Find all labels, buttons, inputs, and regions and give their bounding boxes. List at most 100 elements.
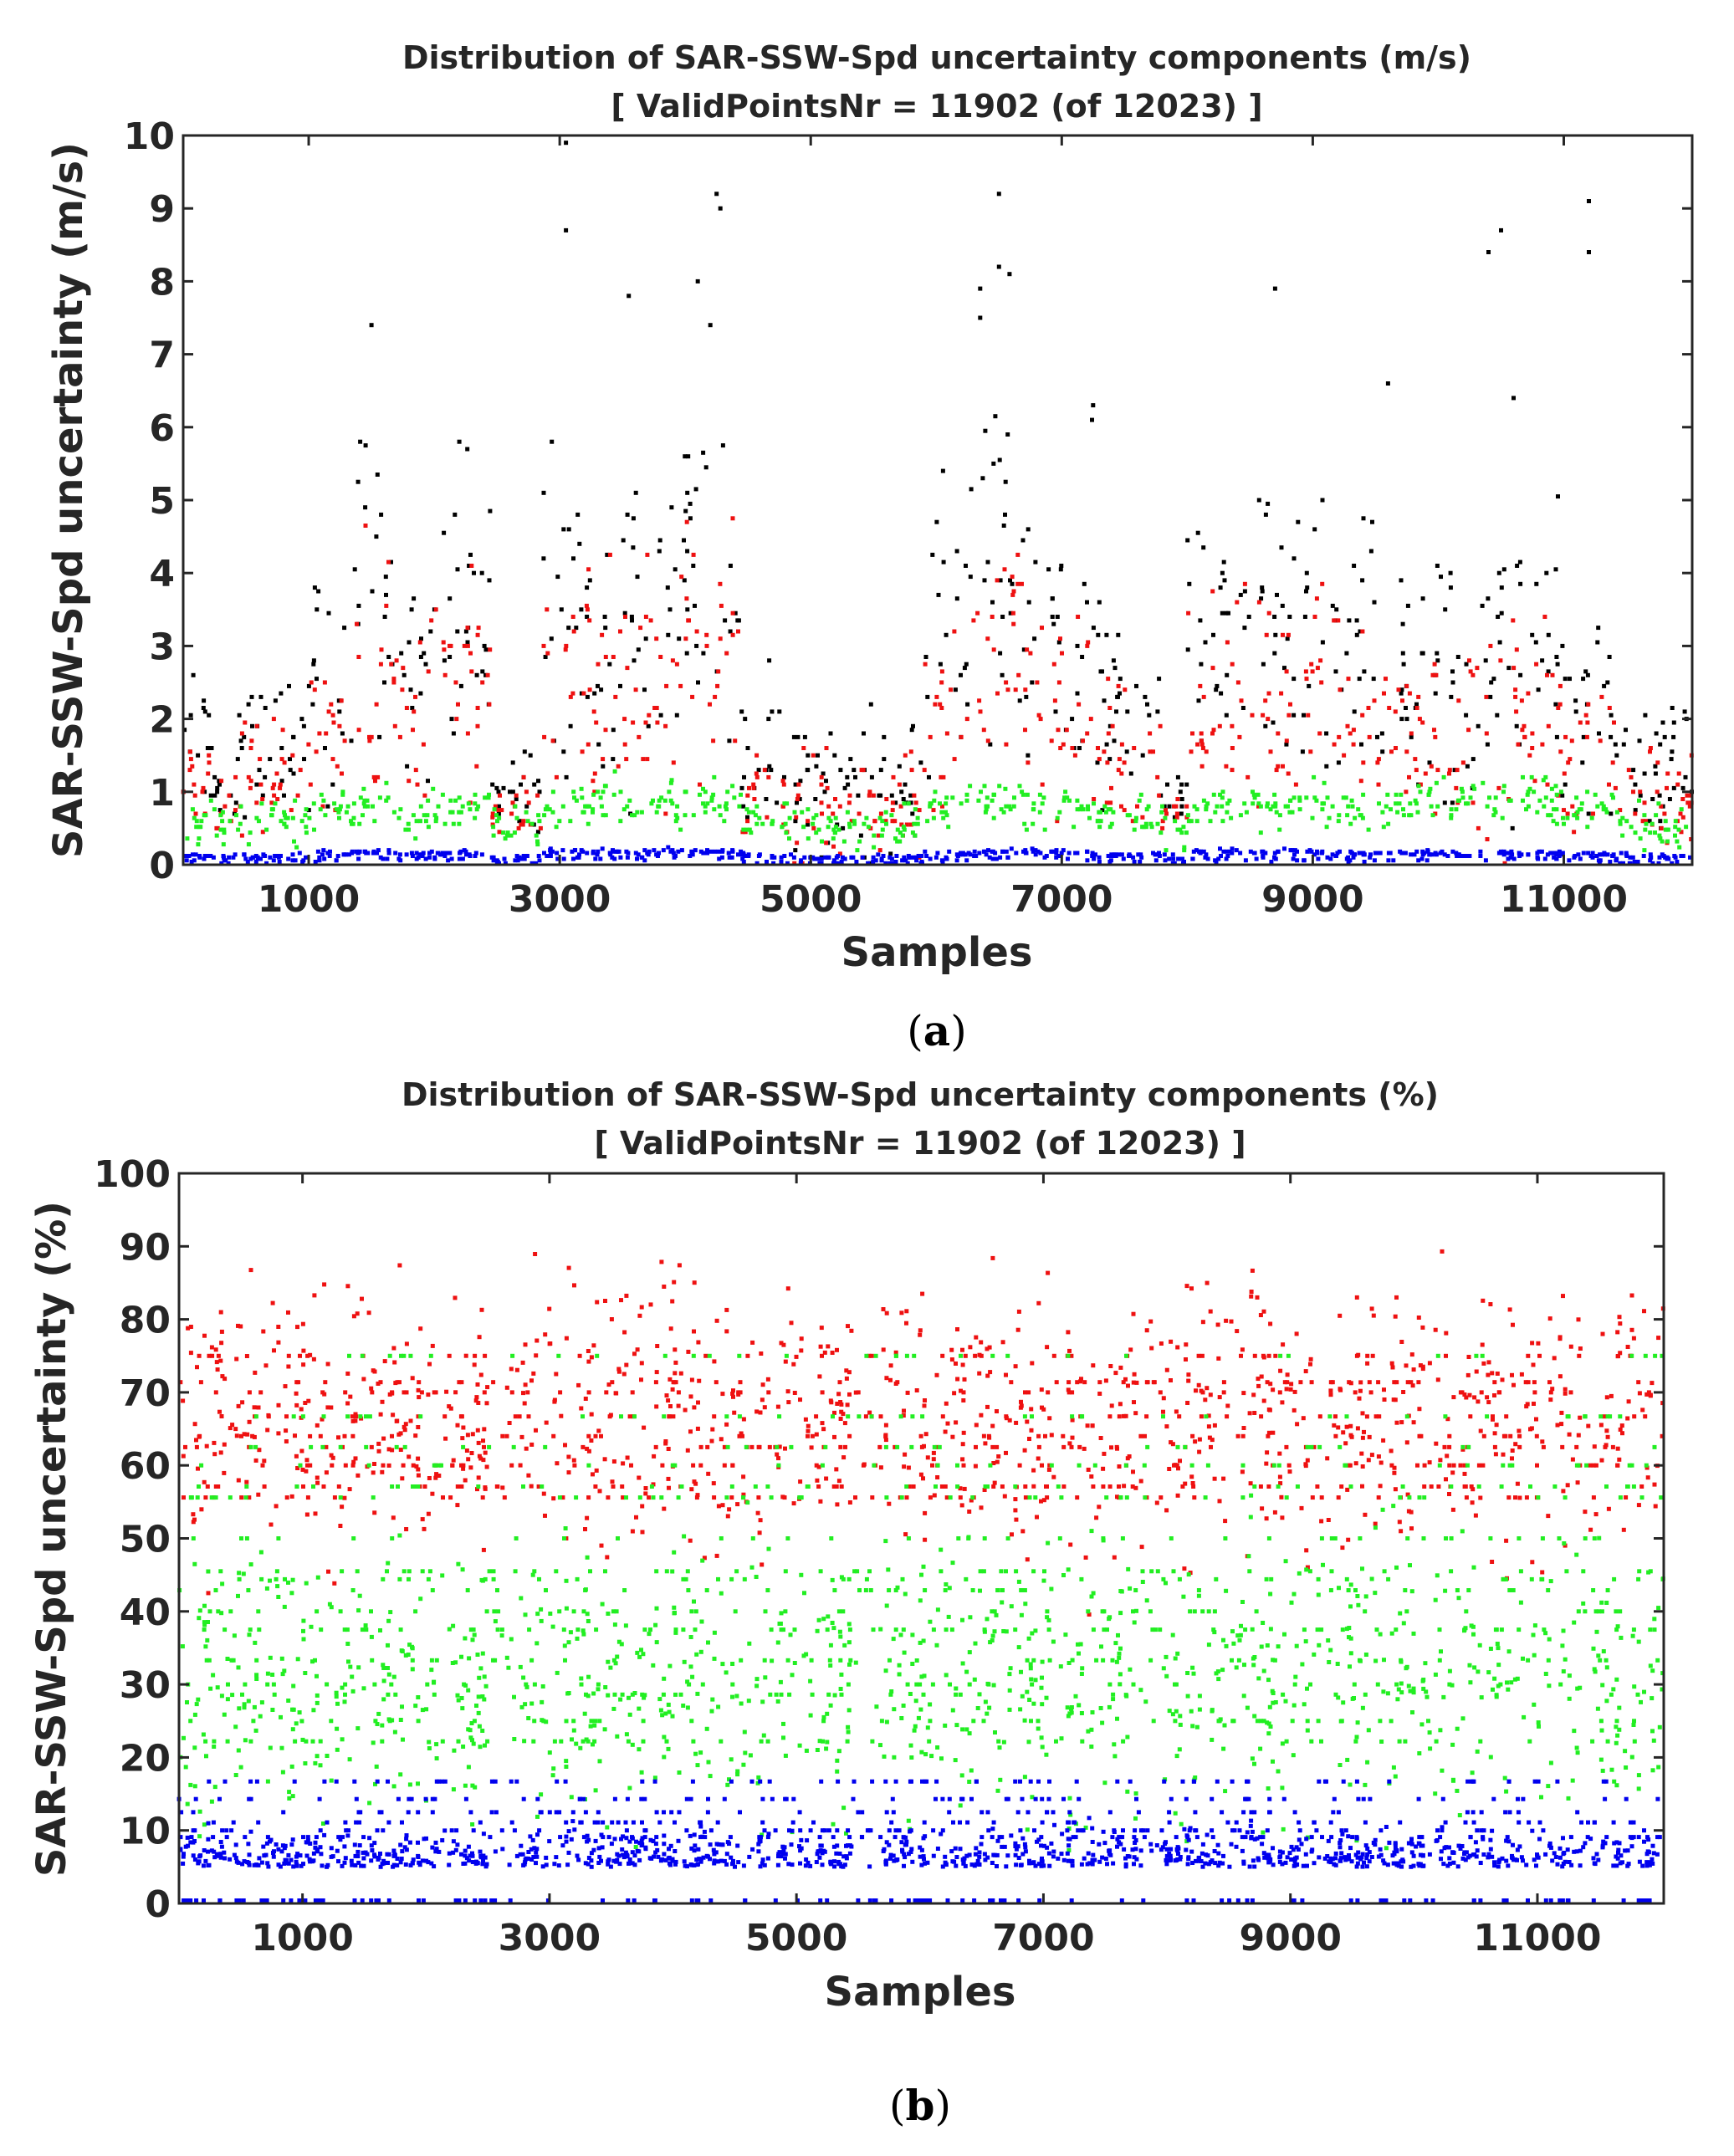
chart-b-series-comp2-point-584 (1128, 1667, 1133, 1672)
chart-b-series-comp2-point-615 (197, 1616, 202, 1621)
chart-a-series-comp2-point-283 (785, 801, 790, 806)
chart-b-series-comp1-point-565 (1416, 1316, 1421, 1320)
chart-b-series-comp1-point-45 (1360, 1435, 1365, 1440)
chart-a-series-comp2-point-244 (683, 789, 688, 794)
chart-a-series-comp2-point-473 (1227, 798, 1232, 803)
chart-b-series-comp2-point-232 (1450, 1742, 1455, 1747)
chart-a-series-total-point-326 (965, 702, 970, 707)
chart-b-series-comp1-point-926 (1090, 1423, 1095, 1428)
chart-b-series-comp1-point-298 (1304, 1548, 1309, 1553)
chart-a-series-comp2-point-441 (1179, 830, 1184, 835)
chart-b-series-comp2-point-787 (1373, 1658, 1379, 1663)
chart-a-series-comp1-point-416 (1109, 785, 1113, 790)
chart-b-series-comp1-point-1240 (995, 1444, 1000, 1449)
chart-b-series-comp1-point-726 (1019, 1403, 1024, 1408)
chart-b-series-comp2-point-269 (698, 1649, 703, 1654)
chart-b-series-comp1-point-54 (755, 1510, 760, 1515)
chart-b-series-comp1-point-965 (1367, 1434, 1372, 1439)
chart-b-series-comp2-point-264 (847, 1627, 852, 1632)
chart-a-series-comp2-point-242 (698, 792, 702, 797)
chart-b-series-comp1-point-777 (586, 1448, 591, 1454)
chart-b-series-comp2-point-243 (1471, 1632, 1476, 1637)
chart-a-series-comp2-point-420 (1127, 813, 1132, 818)
chart-a-series-total-point-612 (1602, 683, 1607, 688)
chart-b-series-comp2-point-159 (1304, 1567, 1309, 1572)
chart-b-series-comp1-point-682 (1510, 1448, 1515, 1453)
chart-b-series-comp1-point-798 (716, 1504, 721, 1509)
chart-a-series-comp2-point-147 (536, 813, 541, 818)
chart-b-series-comp2-point-707 (770, 1658, 775, 1663)
chart-b-series-comp1-point-644 (1359, 1451, 1364, 1456)
chart-a-series-comp2-point-353 (985, 804, 990, 809)
chart-a-series-total-point-276 (848, 757, 853, 762)
chart-a-series-comp3-point-125 (444, 851, 448, 856)
chart-a-series-total-point-149 (490, 782, 495, 787)
chart-b-series-comp1-point-1126 (536, 1484, 541, 1489)
chart-b-series-comp1-point-353 (1517, 1428, 1522, 1433)
chart-b-series-comp2-point-696 (918, 1707, 923, 1712)
chart-a-series-comp3-point-262 (770, 854, 775, 858)
chart-a-series-comp1-point-324 (794, 815, 799, 820)
chart-b-series-comp1-point-373 (1485, 1395, 1490, 1400)
chart-b-series-comp1-point-769 (1418, 1363, 1423, 1368)
chart-a-series-comp2-point-258 (760, 821, 765, 826)
chart-b-series-comp1-point-270 (666, 1398, 671, 1403)
chart-a-series-total-point-316 (838, 768, 843, 773)
chart-a-series-comp2-point-647 (1620, 833, 1625, 838)
chart-b-series-comp1-point-493 (391, 1515, 396, 1520)
chart-b-series-comp2-point-139 (1651, 1738, 1656, 1743)
chart-a-series-comp1-point-653 (1613, 785, 1618, 790)
chart-b-series-comp1-point-176 (602, 1457, 607, 1462)
chart-b-series-comp2-point-40 (1532, 1653, 1537, 1658)
chart-a-series-comp2-point-324 (883, 810, 888, 815)
chart-a-series-comp3-point-22 (222, 858, 227, 863)
chart-b-series-comp1-point-1138 (973, 1353, 978, 1358)
chart-b-series-comp1-point-922 (888, 1363, 893, 1368)
chart-a-series-total-point-663 (1633, 808, 1638, 813)
chart-b-series-comp2-point-706 (1007, 1707, 1012, 1712)
chart-a-series-comp3-point-321 (836, 861, 841, 866)
chart-a-series-comp2-point-505 (1314, 798, 1319, 803)
chart-b-series-comp2-point-649 (1391, 1504, 1396, 1509)
chart-b-series-comp1-point-1248 (1309, 1380, 1314, 1385)
chart-b-series-comp1-point-221 (610, 1479, 615, 1484)
chart-b-series-comp2-point-223 (315, 1754, 320, 1759)
chart-a-series-comp1-point-193 (647, 713, 652, 718)
chart-b-series-comp1-point-288 (1570, 1457, 1575, 1462)
chart-a-series-comp3-point-260 (756, 854, 761, 858)
chart-a-series-total-point-506 (1307, 683, 1312, 688)
chart-a-series-total-point-442 (1260, 585, 1265, 590)
chart-b-series-comp1-point-1005 (640, 1530, 645, 1535)
chart-b-series-comp1-point-120 (710, 1427, 715, 1432)
chart-a-series-comp2-point-85 (384, 780, 389, 785)
chart-b-series-comp1-point-778 (961, 1430, 966, 1435)
chart-a-series-comp3-point-81 (364, 851, 369, 856)
chart-a-series-total-point-148 (517, 819, 522, 824)
chart-b-series-comp1-point-440 (484, 1464, 489, 1469)
chart-b-series-comp1-point-1190 (404, 1390, 409, 1395)
chart-b-series-comp2-point-560 (775, 1640, 780, 1645)
chart-a-series-comp3-point-658 (1624, 852, 1629, 857)
chart-a-series-comp2-point-337 (933, 789, 938, 794)
chart-a-series-total-point-672 (564, 227, 569, 232)
chart-b-series-comp1-point-439 (444, 1389, 449, 1394)
chart-b-series-comp1-point-293 (416, 1387, 421, 1392)
chart-b-series-comp1-point-749 (1565, 1483, 1570, 1488)
chart-a-series-comp1-point-174 (587, 618, 592, 623)
chart-b-series-comp1-point-1032 (558, 1390, 563, 1395)
chart-a-series-comp1-point-139 (496, 808, 501, 813)
chart-b-series-comp2-point-538 (985, 1711, 990, 1716)
chart-a-series-comp3-point-296 (802, 855, 807, 860)
chart-a-series-comp3-point-31 (243, 856, 248, 861)
chart-a-series-total-point-106 (418, 655, 423, 659)
chart-a-series-comp2-point-5 (212, 807, 217, 812)
chart-a-series-total-point-114 (465, 640, 470, 645)
chart-a-series-total-point-507 (1302, 713, 1306, 718)
chart-b-series-comp2-point-745 (1197, 1694, 1202, 1699)
chart-a-series-comp3-point-257 (754, 861, 760, 866)
chart-b-series-comp2-point-564 (1417, 1751, 1422, 1755)
chart-a-series-total-point-505 (1300, 749, 1305, 754)
chart-b-series-comp1-point-238 (724, 1307, 729, 1312)
chart-b-series-comp1-point-870 (952, 1391, 957, 1396)
